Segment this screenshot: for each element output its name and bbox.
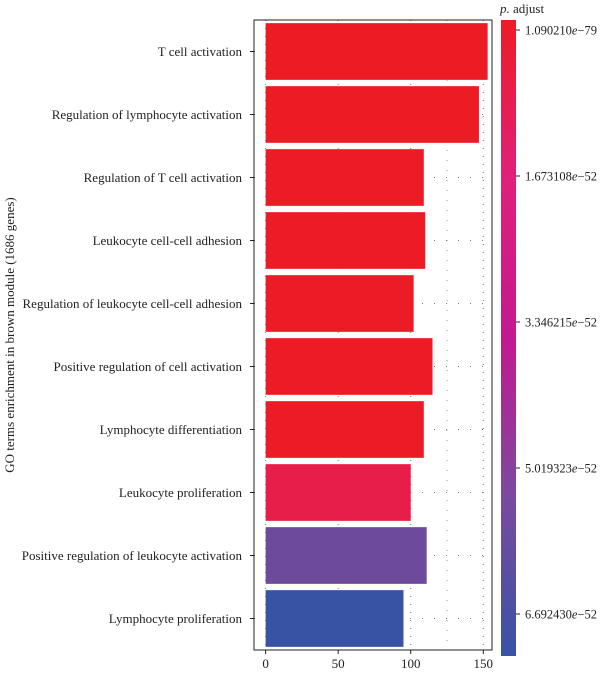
category-label-3: Regulation of T cell activation [84, 170, 243, 185]
x-tick-label-0: 0 [262, 656, 269, 671]
bar-8 [265, 464, 411, 521]
bar-7 [265, 401, 424, 458]
x-tick-label-2: 100 [401, 656, 421, 671]
legend-label-2: 3.346215e−52 [525, 316, 597, 330]
color-legend: p. adjust 1.090210e−79 1.673108e−52 3.34621… [499, 1, 597, 656]
bar-4 [265, 212, 426, 269]
legend-label-4: 6.692430e−52 [525, 608, 597, 622]
category-label-4: Leukocyte cell-cell adhesion [93, 233, 243, 248]
category-label-1: T cell activation [158, 44, 243, 59]
legend-color-bar [501, 20, 516, 656]
bars [265, 23, 488, 647]
category-label-7: Lymphocyte differentiation [100, 422, 243, 437]
category-label-10: Lymphocyte proliferation [109, 611, 243, 626]
legend-label-3: 5.019323e−52 [525, 462, 597, 476]
bar-9 [265, 527, 427, 584]
category-label-6: Positive regulation of cell activation [54, 359, 243, 374]
bar-1 [265, 23, 488, 80]
x-tick-label-3: 150 [474, 656, 494, 671]
category-label-5: Regulation of leukocyte cell-cell adhesi… [23, 296, 243, 311]
plot-border [253, 19, 493, 651]
bar-10 [265, 590, 404, 647]
category-label-8: Leukocyte proliferation [119, 485, 243, 500]
y-axis-label: GO terms enrichment in brown module (168… [2, 197, 17, 472]
category-label-2: Regulation of lymphocyte activation [52, 107, 243, 122]
bar-6 [265, 338, 433, 395]
bar-3 [265, 149, 424, 206]
x-tick-label-1: 50 [332, 656, 345, 671]
x-axis: 0 50 100 150 [262, 650, 493, 671]
legend-label-1: 1.673108e−52 [525, 170, 597, 184]
bar-5 [265, 275, 414, 332]
legend-label-0: 1.090210e−79 [525, 24, 597, 38]
category-label-9: Positive regulation of leukocyte activat… [22, 548, 243, 563]
category-labels: T cell activation Regulation of lymphocyt… [22, 44, 254, 626]
legend-title: p. adjust [499, 1, 544, 16]
bar-2 [265, 86, 479, 143]
